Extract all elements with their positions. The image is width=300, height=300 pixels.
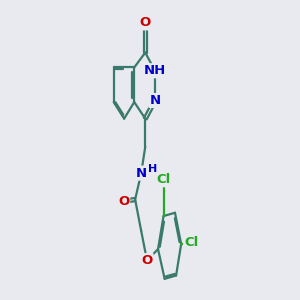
Text: Cl: Cl xyxy=(156,173,171,186)
Text: N: N xyxy=(149,94,161,107)
Text: O: O xyxy=(140,16,151,29)
Text: O: O xyxy=(141,254,153,267)
Text: Cl: Cl xyxy=(184,236,198,249)
Text: O: O xyxy=(118,195,129,208)
Text: NH: NH xyxy=(144,64,166,77)
Text: N: N xyxy=(136,167,147,180)
Text: H: H xyxy=(148,164,157,174)
